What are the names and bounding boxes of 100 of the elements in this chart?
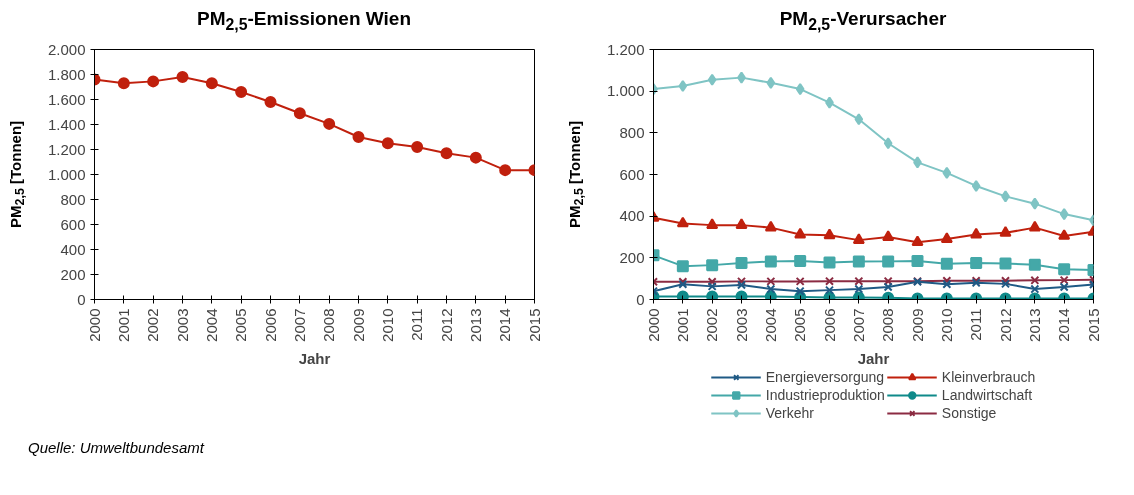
x-tick-label: 2006 <box>820 308 838 343</box>
x-tick-label: 2004 <box>202 308 220 343</box>
point <box>735 218 748 230</box>
y-tick-label: 800 <box>60 190 86 208</box>
x-tick-label: 2012 <box>996 308 1014 343</box>
point <box>1030 276 1040 286</box>
x-tick-label: 2008 <box>879 308 897 343</box>
legend-label: Verkehr <box>765 405 815 422</box>
x-tick-label: 2003 <box>732 308 750 343</box>
point <box>911 235 924 247</box>
point <box>264 96 277 109</box>
y-tick-label: 1.600 <box>47 90 86 108</box>
x-tick-label: 2011 <box>967 308 985 342</box>
x-tick-label: 2006 <box>261 308 279 343</box>
point <box>823 256 836 269</box>
x-tick-label: 2013 <box>1025 308 1043 343</box>
point <box>911 255 924 268</box>
point <box>794 255 807 268</box>
y-tick-label: 0 <box>636 290 645 308</box>
x-axis-title: Jahr <box>857 350 890 368</box>
point <box>999 257 1012 270</box>
point <box>205 77 218 90</box>
x-tick-label: 2008 <box>320 308 338 343</box>
point <box>707 277 717 287</box>
point <box>147 75 160 88</box>
legend-label: Kleinverbrauch <box>941 369 1036 386</box>
point <box>854 277 864 287</box>
x-tick-label: 2014 <box>1055 308 1073 343</box>
point <box>706 218 719 230</box>
point <box>882 230 895 242</box>
point <box>852 255 865 268</box>
y-tick-label: 200 <box>619 249 645 267</box>
x-tick-label: 2000 <box>644 308 662 343</box>
y-tick-label: 1.000 <box>47 165 86 183</box>
x-tick-label: 2007 <box>290 308 308 343</box>
point <box>707 74 717 87</box>
x-tick-label: 2013 <box>466 308 484 343</box>
point <box>942 167 952 180</box>
y-tick-label: 800 <box>619 124 645 142</box>
legend-label: Landwirtschaft <box>941 387 1033 404</box>
y-tick-label: 1.200 <box>47 140 86 158</box>
point <box>117 77 130 90</box>
point <box>795 287 805 297</box>
point <box>1059 208 1069 221</box>
point <box>735 290 748 300</box>
point <box>235 86 248 99</box>
point <box>795 277 805 287</box>
x-tick-label: 2010 <box>937 308 955 343</box>
y-tick-label: 1.400 <box>47 115 86 133</box>
x-tick-label: 2000 <box>85 308 103 343</box>
x-tick-label: 2009 <box>908 308 926 343</box>
x-tick-label: 2001 <box>673 308 691 343</box>
y-tick-label: 600 <box>619 165 645 183</box>
point <box>970 228 983 239</box>
x-tick-label: 2012 <box>437 308 455 343</box>
point <box>883 137 893 150</box>
point <box>764 221 777 232</box>
y-tick-label: 1.800 <box>47 65 86 83</box>
point <box>852 233 865 245</box>
point <box>706 290 719 300</box>
point <box>440 147 453 160</box>
point <box>323 118 336 131</box>
point <box>411 141 424 154</box>
point <box>707 282 717 292</box>
point <box>854 113 864 126</box>
x-tick-label: 2011 <box>408 308 426 342</box>
x-tick-label: 2002 <box>703 308 721 343</box>
x-tick-label: 2005 <box>232 308 250 343</box>
x-tick-label: 2010 <box>378 308 396 343</box>
point <box>676 260 689 273</box>
point <box>970 257 983 270</box>
point <box>676 217 689 228</box>
point <box>795 83 805 96</box>
point <box>706 259 719 272</box>
legend-label: Sonstige <box>941 405 997 422</box>
point <box>999 226 1012 238</box>
point <box>764 255 777 268</box>
chart-title: PM$_{2,5}$-Verursacher <box>779 8 947 33</box>
point <box>824 277 835 287</box>
point <box>676 290 689 300</box>
x-tick-label: 2007 <box>849 308 867 343</box>
point <box>971 180 981 193</box>
point <box>1028 259 1041 272</box>
legend-label: Energieversorgung <box>765 369 885 386</box>
point <box>942 280 952 290</box>
x-tick-label: 2005 <box>791 308 809 343</box>
legend-label: Industrieproduktion <box>765 387 885 404</box>
point <box>794 228 807 239</box>
point <box>381 137 394 150</box>
x-tick-label: 2004 <box>761 308 779 343</box>
x-tick-label: 2015 <box>1084 308 1102 343</box>
x-tick-label: 2003 <box>173 308 191 343</box>
point <box>882 255 895 268</box>
point <box>293 107 306 120</box>
point <box>883 282 893 292</box>
point <box>1028 221 1041 232</box>
point <box>1059 282 1069 292</box>
y-tick-label: 0 <box>77 290 86 308</box>
y-tick-label: 1.000 <box>606 82 645 100</box>
point <box>940 232 953 244</box>
